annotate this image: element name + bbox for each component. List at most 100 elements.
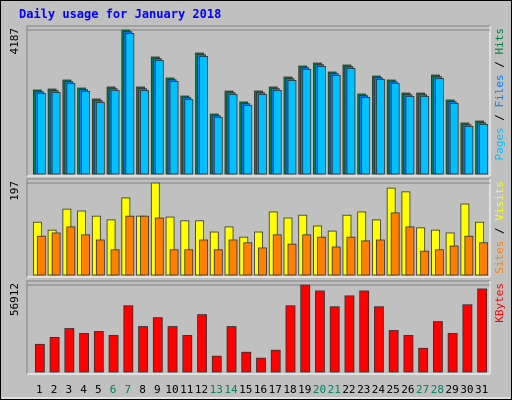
- x-tick-label: 13: [210, 383, 223, 396]
- bar: [79, 333, 89, 373]
- bar: [302, 234, 312, 276]
- x-tick-label: 17: [269, 383, 282, 396]
- legend-entry: Visits: [493, 181, 506, 221]
- legend-separator: /: [493, 55, 506, 75]
- x-tick-label: 12: [195, 383, 208, 396]
- bar: [182, 335, 193, 373]
- y-tick-label: 197: [8, 181, 21, 201]
- bar: [184, 99, 194, 175]
- legend: Sites / Visits: [493, 181, 506, 274]
- bar: [420, 96, 430, 175]
- bar: [228, 94, 238, 175]
- bar: [331, 75, 341, 175]
- legend: Pages / Files / Hits: [493, 28, 506, 161]
- bar: [464, 235, 474, 276]
- bar: [110, 90, 120, 175]
- bar: [287, 243, 297, 276]
- bar: [449, 245, 459, 276]
- bar: [110, 249, 120, 276]
- bar: [169, 81, 179, 175]
- x-tick-label: 8: [139, 383, 146, 396]
- bar: [405, 96, 415, 175]
- bar: [36, 93, 46, 175]
- legend-entry: KBytes: [493, 283, 506, 323]
- bar: [346, 236, 356, 276]
- bar: [376, 79, 385, 175]
- bar: [140, 215, 149, 276]
- legend-entry: Hits: [493, 28, 506, 55]
- bar: [361, 240, 371, 276]
- y-tick-label: 56912: [8, 283, 21, 316]
- bar: [346, 68, 356, 175]
- bar: [93, 331, 104, 373]
- bar: [449, 103, 459, 175]
- bar: [213, 117, 223, 175]
- x-tick-label: 1: [36, 383, 43, 396]
- bar: [34, 343, 45, 373]
- bar: [315, 290, 325, 373]
- x-tick-label: 21: [328, 383, 341, 396]
- x-tick-label: 4: [80, 383, 87, 396]
- bar: [376, 239, 385, 276]
- x-tick-label: 9: [154, 383, 161, 396]
- bar: [302, 69, 312, 175]
- x-tick-label: 19: [298, 383, 311, 396]
- x-tick-label: 18: [283, 383, 296, 396]
- bar: [108, 335, 119, 373]
- bar: [479, 124, 489, 175]
- bar: [272, 90, 282, 175]
- bar: [81, 91, 90, 175]
- bar: [359, 290, 370, 373]
- bar: [388, 330, 399, 373]
- legend-separator: /: [493, 221, 506, 241]
- bar: [51, 232, 61, 276]
- bar: [199, 56, 208, 175]
- bar: [405, 226, 415, 276]
- bar: [270, 349, 281, 373]
- bar: [64, 328, 75, 373]
- legend: KBytes: [493, 283, 506, 323]
- bar: [433, 321, 443, 373]
- legend-separator: /: [493, 108, 506, 128]
- bar: [228, 239, 238, 276]
- bar: [258, 247, 267, 276]
- bar: [300, 284, 311, 373]
- x-tick-label: 31: [475, 383, 488, 396]
- bar: [418, 347, 429, 373]
- bar: [317, 236, 326, 276]
- bar: [140, 90, 149, 175]
- legend-entry: Sites: [493, 241, 506, 274]
- bar: [243, 105, 253, 175]
- bar: [256, 357, 266, 373]
- bar: [241, 351, 252, 373]
- bar: [66, 226, 76, 276]
- x-tick-label: 30: [460, 383, 473, 396]
- bar: [390, 212, 400, 276]
- bar: [462, 304, 473, 373]
- x-tick-label: 2: [51, 383, 58, 396]
- bar: [211, 355, 222, 373]
- x-tick-label: 5: [95, 383, 102, 396]
- bar: [66, 83, 76, 175]
- bar: [154, 60, 164, 175]
- x-tick-label: 26: [401, 383, 414, 396]
- x-tick-label: 20: [313, 383, 326, 396]
- legend-entry: Pages: [493, 127, 506, 160]
- bar: [49, 336, 60, 373]
- bar: [154, 217, 164, 276]
- x-tick-label: 28: [431, 383, 444, 396]
- bar: [258, 94, 267, 175]
- chart-title: Daily usage for January 2018: [19, 7, 221, 21]
- x-tick-label: 27: [416, 383, 429, 396]
- bar: [95, 102, 105, 175]
- bar: [81, 234, 90, 276]
- bar: [226, 326, 237, 373]
- bar: [138, 326, 148, 373]
- bar: [390, 83, 400, 175]
- x-tick-label: 23: [357, 383, 370, 396]
- bar: [272, 234, 282, 276]
- x-tick-label: 11: [180, 383, 193, 396]
- bar: [479, 242, 489, 276]
- bar: [169, 249, 179, 276]
